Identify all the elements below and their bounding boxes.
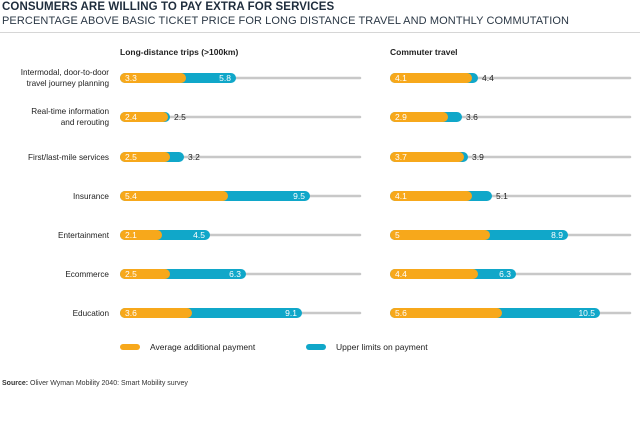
category-label-line: Entertainment	[58, 230, 109, 240]
category-label-line: travel journey planning	[26, 79, 109, 88]
chart-title: CONSUMERS ARE WILLING TO PAY EXTRA FOR S…	[2, 1, 335, 13]
legend-upper: Upper limits on payment	[306, 342, 428, 352]
bar-average	[390, 269, 478, 279]
bar-average	[390, 308, 502, 318]
category-label-line: Real-time information	[31, 107, 109, 116]
bar-average	[390, 230, 490, 240]
value-label-average: 4.1	[395, 191, 407, 201]
source-note: Source: Oliver Wyman Mobility 2040: Smar…	[2, 380, 188, 387]
category-label: Ecommerce	[65, 269, 109, 280]
value-label-upper: 9.5	[293, 191, 305, 201]
category-label: Intermodal, door-to-door travel journey p…	[21, 67, 109, 89]
category-label-line: Insurance	[73, 191, 109, 201]
bar-average	[120, 112, 168, 122]
value-label-average: 5	[395, 230, 400, 240]
value-label-average: 3.3	[125, 73, 137, 83]
bar-average	[120, 73, 186, 83]
title-divider	[0, 32, 640, 33]
value-label-average: 3.6	[125, 308, 137, 318]
value-label-upper: 6.3	[229, 269, 241, 279]
category-label: Education	[73, 308, 109, 319]
category-label-line: and rerouting	[60, 118, 109, 127]
value-label-upper: 2.5	[174, 112, 186, 122]
value-label-average: 2.9	[395, 112, 407, 122]
category-label-line: Intermodal, door-to-door	[20, 68, 109, 77]
bar-average	[120, 230, 162, 240]
source-label: Source:	[2, 380, 29, 387]
value-label-average: 2.1	[125, 230, 137, 240]
legend-swatch-upper	[306, 344, 326, 350]
legend-label-average: Average additional payment	[150, 342, 256, 352]
value-label-upper: 10.5	[578, 308, 595, 318]
value-label-upper: 8.9	[551, 230, 563, 240]
bar-average	[390, 152, 464, 162]
bar-average	[120, 191, 228, 201]
bar-average	[120, 308, 192, 318]
bar-average	[120, 269, 170, 279]
value-label-average: 2.5	[125, 152, 137, 162]
category-label-line: Ecommerce	[65, 269, 109, 279]
category-label-line: First/last-mile services	[28, 152, 109, 162]
value-label-average: 4.1	[395, 73, 407, 83]
category-label: Insurance	[73, 191, 109, 202]
bar-average	[390, 73, 472, 83]
category-label-line: Education	[72, 308, 109, 318]
panel-title-commuter: Commuter travel	[390, 47, 458, 57]
legend-label-upper: Upper limits on payment	[336, 342, 428, 352]
bar-average	[390, 112, 448, 122]
value-label-upper: 9.1	[285, 308, 297, 318]
value-label-upper: 4.4	[482, 73, 494, 83]
value-label-upper: 3.9	[472, 152, 484, 162]
value-label-average: 3.7	[395, 152, 407, 162]
value-label-upper: 5.1	[496, 191, 508, 201]
panel-title-long-distance: Long-distance trips (>100km)	[120, 47, 239, 57]
value-label-upper: 5.8	[219, 73, 231, 83]
value-label-average: 5.4	[125, 191, 137, 201]
value-label-upper: 3.2	[188, 152, 200, 162]
value-label-average: 2.4	[125, 112, 137, 122]
value-label-average: 5.6	[395, 308, 407, 318]
category-label: First/last-mile services	[28, 152, 109, 163]
bar-average	[120, 152, 170, 162]
value-label-average: 4.4	[395, 269, 407, 279]
source-text: Oliver Wyman Mobility 2040: Smart Mobili…	[30, 380, 188, 387]
bar-average	[390, 191, 472, 201]
legend-swatch-average	[120, 344, 140, 350]
category-label: Real-time information and rerouting	[31, 106, 109, 128]
legend-average: Average additional payment	[120, 342, 255, 352]
value-label-upper: 6.3	[499, 269, 511, 279]
category-label: Entertainment	[58, 230, 109, 241]
chart-subtitle: PERCENTAGE ABOVE BASIC TICKET PRICE FOR …	[2, 15, 570, 27]
value-label-average: 2.5	[125, 269, 137, 279]
value-label-upper: 4.5	[193, 230, 205, 240]
value-label-upper: 3.6	[466, 112, 478, 122]
